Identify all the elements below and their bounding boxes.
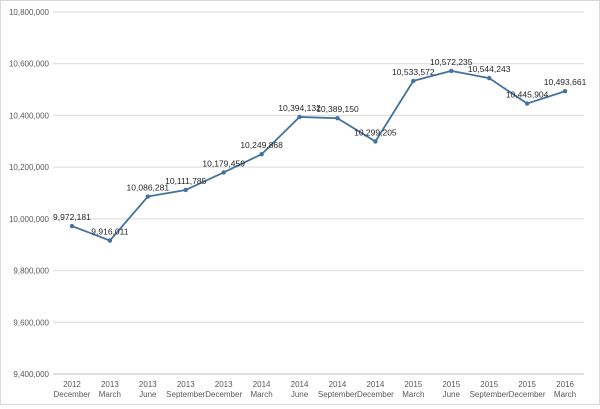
data-point [145, 194, 151, 199]
data-label: 9,916,011 [91, 227, 128, 237]
data-point [69, 223, 75, 229]
x-tick-year: 2015 [404, 380, 422, 389]
y-axis: 9,400,000 9,600,000 9,800,000 10,000,000 10,… [9, 8, 50, 379]
y-tick-label: 10,200,000 [9, 163, 50, 172]
data-point [562, 89, 568, 94]
y-tick-label: 9,400,000 [13, 370, 49, 379]
x-tick-year: 2012 [63, 380, 81, 389]
x-tick-year: 2016 [556, 380, 574, 389]
y-tick-label: 9,600,000 [13, 318, 49, 327]
x-tick-year: 2014 [366, 380, 384, 389]
data-label: 10,445,904 [506, 90, 549, 100]
x-tick-year: 2013 [215, 380, 233, 389]
x-tick-month: September [166, 390, 205, 399]
data-label: 10,086,281 [127, 183, 170, 193]
y-tick-label: 10,000,000 [9, 215, 50, 224]
x-tick-month: June [443, 390, 461, 399]
x-tick-month: December [54, 390, 91, 399]
data-point [524, 101, 530, 106]
x-tick-month: September [318, 390, 357, 399]
x-tick-year: 2015 [518, 380, 536, 389]
y-tick-label: 10,800,000 [9, 8, 50, 17]
x-tick-month: June [291, 390, 309, 399]
x-tick-month: December [357, 390, 394, 399]
data-point [486, 75, 492, 81]
data-label: 10,389,150 [316, 104, 359, 114]
x-tick-year: 2013 [177, 380, 195, 389]
x-tick-year: 2014 [329, 380, 347, 389]
data-label: 10,299,205 [354, 127, 397, 137]
x-tick-year: 2013 [139, 380, 157, 389]
x-axis: 2012December2013March2013June2013Septemb… [53, 373, 584, 399]
data-point [259, 152, 264, 157]
data-label: 10,111,785 [165, 176, 207, 186]
x-tick-month: March [250, 390, 272, 399]
y-tick-label: 10,400,000 [9, 111, 50, 120]
x-tick-month: March [554, 390, 576, 399]
data-point [221, 170, 226, 175]
data-point [449, 68, 454, 74]
x-tick-year: 2014 [291, 380, 309, 389]
data-series [69, 68, 568, 243]
data-point [335, 116, 340, 121]
x-tick-month: September [470, 390, 509, 399]
series-line [71, 69, 566, 242]
x-tick-year: 2015 [480, 380, 498, 389]
gridlines [53, 11, 584, 375]
data-point [183, 187, 188, 193]
x-tick-month: March [402, 390, 424, 399]
x-tick-year: 2015 [442, 380, 460, 389]
data-label: 9,972,181 [53, 212, 91, 222]
data-point [107, 238, 113, 243]
data-label: 10,493,661 [544, 77, 587, 87]
data-label: 10,544,243 [468, 64, 511, 74]
data-label: 10,249,868 [240, 140, 283, 150]
data-label: 10,394,132 [278, 103, 321, 113]
y-tick-label: 10,600,000 [9, 60, 50, 69]
data-point [373, 139, 378, 144]
x-tick-month: June [139, 390, 157, 399]
x-tick-month: December [205, 390, 242, 399]
x-tick-month: December [509, 390, 546, 399]
data-label: 10,533,572 [392, 67, 435, 77]
data-label: 10,572,235 [430, 57, 473, 67]
data-point [297, 114, 302, 120]
x-tick-year: 2013 [101, 380, 119, 389]
data-point [411, 78, 416, 84]
x-tick-month: March [99, 390, 121, 399]
data-label: 10,179,459 [202, 158, 245, 168]
y-tick-label: 9,800,000 [13, 267, 49, 276]
x-tick-year: 2014 [253, 380, 271, 389]
